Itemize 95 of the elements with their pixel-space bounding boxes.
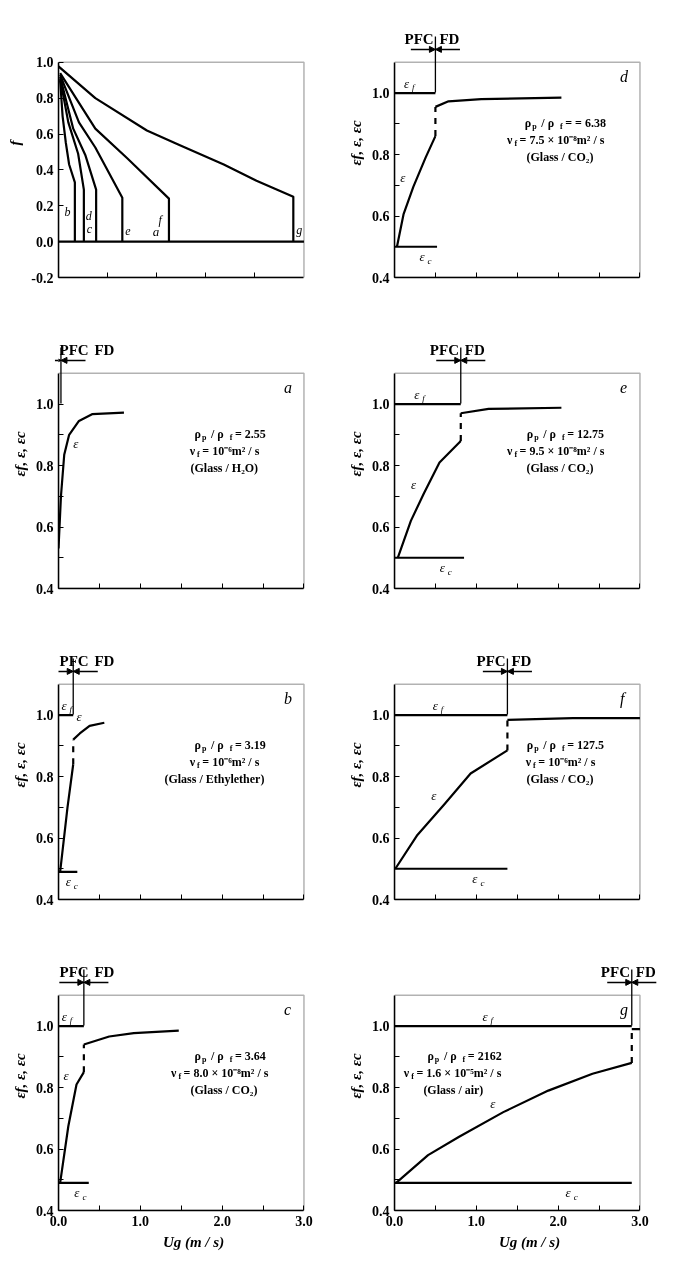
y-axis-title: εf, ε, εc xyxy=(348,431,364,477)
y-tick-label: 0.6 xyxy=(36,127,54,143)
series-label: εc xyxy=(65,874,78,891)
annotation: (Glass / CO₂) xyxy=(526,149,594,164)
series-label: ε xyxy=(410,476,417,492)
y-tick-label: 1.0 xyxy=(36,708,54,724)
chart-title: e xyxy=(620,378,628,396)
x-tick-label: 3.0 xyxy=(631,1213,649,1229)
series-label: εf xyxy=(482,1008,495,1026)
series-label: εf xyxy=(61,697,74,715)
legend-label: ε xyxy=(400,170,407,186)
series-label: εc xyxy=(472,871,485,888)
x-tick-label: 1.0 xyxy=(467,1213,486,1229)
y-tick-label: 0.4 xyxy=(372,581,390,597)
series-label: εf xyxy=(404,75,417,93)
y-tick-label: 0.4 xyxy=(36,892,54,908)
y-axis-title: εf, ε, εc xyxy=(348,742,364,788)
series-label: εc xyxy=(419,249,432,266)
y-tick-label: 0.8 xyxy=(372,458,390,474)
ref-line-label: PFC FD xyxy=(600,963,656,980)
x-tick-label: 2.0 xyxy=(549,1213,567,1229)
series-label: f xyxy=(158,213,164,228)
ref-line-label: PFC FD xyxy=(476,652,532,669)
y-tick-label: 1.0 xyxy=(372,397,390,413)
y-tick-label: 0.6 xyxy=(36,520,54,536)
y-tick-label: 0.0 xyxy=(36,234,54,250)
chart-title: f xyxy=(620,689,628,708)
y-tick-label: 0.8 xyxy=(372,147,390,163)
y-axis-title: εf, ε, εc xyxy=(12,431,28,477)
series-label: ε xyxy=(431,787,438,803)
y-tick-label: 0.4 xyxy=(36,162,54,178)
series-label: ε xyxy=(490,1095,497,1111)
legend-label: b xyxy=(64,205,71,220)
y-tick-label: 0.2 xyxy=(36,198,54,214)
y-axis-title: εf, ε, εc xyxy=(12,742,28,788)
y-tick-label: 0.6 xyxy=(372,831,390,847)
y-tick-label: 1.0 xyxy=(372,708,390,724)
y-axis-title: εf, ε, εc xyxy=(348,1053,364,1099)
series-label: εf xyxy=(432,697,445,715)
annotation: (Glass / air) xyxy=(423,1082,484,1097)
chart-title: c xyxy=(284,1000,292,1018)
series-label: εf xyxy=(61,1008,74,1026)
y-tick-label: 0.6 xyxy=(36,1142,54,1158)
ref-line-label: PFC FD xyxy=(59,652,115,669)
y-tick-label: 1.0 xyxy=(36,1019,54,1035)
y-tick-label: 1.0 xyxy=(36,397,54,413)
chart-title: g xyxy=(620,1000,629,1019)
ref-line-label: PFC FD xyxy=(59,963,115,980)
x-tick-label: 2.0 xyxy=(213,1213,231,1229)
annotation: (Glass / H₂O) xyxy=(190,460,259,475)
ref-line-label: PFC FD xyxy=(404,30,460,47)
y-tick-label: 0.4 xyxy=(36,581,54,597)
series-label: εf xyxy=(414,386,427,404)
y-axis-title: f xyxy=(7,138,24,146)
y-tick-label: 0.4 xyxy=(372,270,390,286)
y-tick-label: 0.4 xyxy=(372,892,390,908)
x-axis-title: Ug (m / s) xyxy=(162,1233,225,1251)
y-tick-label: 0.6 xyxy=(36,831,54,847)
y-tick-label: 1.0 xyxy=(372,1019,390,1035)
series-label: εc xyxy=(565,1185,578,1202)
y-axis-title: εf, ε, εc xyxy=(348,120,364,166)
y-tick-label: 1.0 xyxy=(36,55,54,71)
chart-title: a xyxy=(284,378,293,396)
series-label: ε xyxy=(73,436,80,452)
series-label: d xyxy=(85,208,93,223)
y-axis-title: εf, ε, εc xyxy=(12,1053,28,1099)
y-tick-label: 0.8 xyxy=(36,769,54,785)
series-label: g xyxy=(296,223,303,238)
x-tick-label: 1.0 xyxy=(131,1213,150,1229)
chart-title: d xyxy=(620,67,630,85)
annotation: (Glass / CO₂) xyxy=(526,771,594,786)
series-label: e xyxy=(125,223,132,238)
annotation: (Glass / CO₂) xyxy=(526,460,594,475)
x-axis-title: Ug (m / s) xyxy=(498,1233,561,1251)
y-tick-label: 0.6 xyxy=(372,520,390,536)
series-label: εc xyxy=(439,560,452,577)
y-tick-label: -0.2 xyxy=(31,270,54,286)
ref-line-label: PFC FD xyxy=(429,341,485,358)
y-tick-label: 0.8 xyxy=(36,1080,54,1096)
y-tick-label: 0.8 xyxy=(36,91,54,107)
y-tick-label: 1.0 xyxy=(372,86,390,102)
annotation: (Glass / CO₂) xyxy=(190,1082,258,1097)
y-tick-label: 0.6 xyxy=(372,209,390,225)
series-label: c xyxy=(86,221,93,236)
series-label: εc xyxy=(74,1185,87,1202)
chart-title: b xyxy=(284,689,293,707)
y-tick-label: 0.8 xyxy=(372,1080,390,1096)
y-tick-label: 0.8 xyxy=(36,458,54,474)
annotation: (Glass / Ethylether) xyxy=(164,771,265,786)
x-tick-label: 3.0 xyxy=(295,1213,313,1229)
legend-label: ε xyxy=(76,709,83,725)
legend-label: ε xyxy=(63,1067,70,1083)
y-tick-label: 0.6 xyxy=(372,1142,390,1158)
ref-line-label: PFC FD xyxy=(59,341,115,358)
y-tick-label: 0.8 xyxy=(372,769,390,785)
